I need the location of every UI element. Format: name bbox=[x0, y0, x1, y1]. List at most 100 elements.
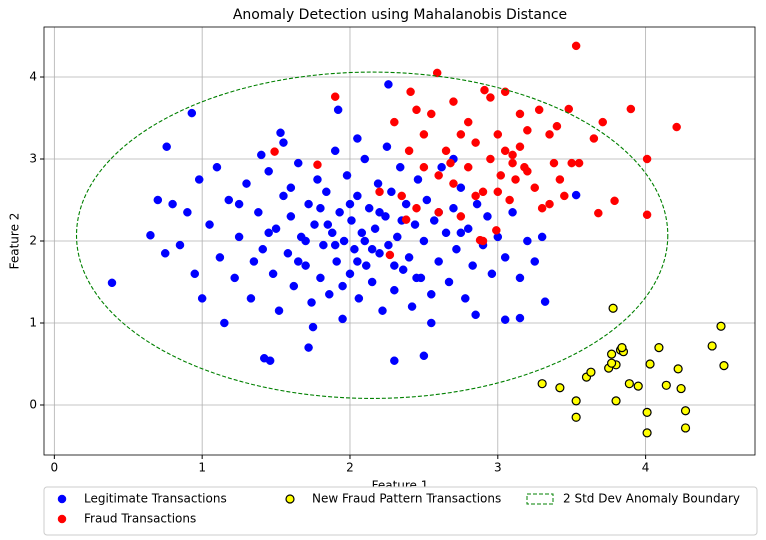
point bbox=[680, 423, 691, 433]
point bbox=[197, 294, 207, 303]
point bbox=[410, 220, 420, 229]
point bbox=[404, 146, 414, 156]
point bbox=[412, 203, 421, 213]
point bbox=[283, 249, 293, 258]
legend-marker bbox=[57, 494, 67, 504]
point bbox=[333, 105, 343, 115]
point bbox=[373, 179, 383, 188]
point bbox=[642, 154, 652, 164]
point bbox=[316, 273, 325, 283]
point bbox=[304, 343, 313, 352]
point bbox=[444, 277, 454, 287]
point bbox=[360, 154, 370, 164]
point bbox=[571, 41, 581, 51]
point bbox=[367, 244, 377, 254]
point bbox=[387, 187, 396, 197]
point bbox=[390, 285, 399, 295]
point bbox=[571, 190, 581, 200]
point bbox=[258, 244, 268, 254]
point bbox=[367, 277, 377, 287]
point bbox=[530, 257, 540, 266]
x-tick-label: 0 bbox=[51, 461, 59, 475]
point bbox=[307, 298, 316, 307]
point bbox=[432, 68, 442, 78]
point bbox=[672, 122, 681, 132]
point bbox=[427, 318, 436, 328]
point bbox=[456, 228, 466, 238]
x-tick-label: 1 bbox=[198, 461, 206, 475]
point bbox=[412, 105, 421, 115]
point bbox=[449, 97, 458, 106]
point bbox=[434, 171, 443, 180]
point bbox=[395, 162, 405, 172]
point bbox=[325, 290, 334, 299]
legend-marker bbox=[526, 493, 554, 505]
point bbox=[500, 315, 510, 324]
point bbox=[571, 412, 581, 422]
point bbox=[472, 199, 482, 209]
point bbox=[471, 191, 480, 201]
point bbox=[571, 396, 581, 406]
point bbox=[515, 313, 525, 323]
point bbox=[264, 228, 273, 238]
point bbox=[404, 253, 414, 262]
point bbox=[534, 105, 544, 115]
point bbox=[242, 179, 251, 188]
point bbox=[661, 380, 671, 390]
legend-label: 2 Std Dev Anomaly Boundary bbox=[563, 492, 740, 506]
point bbox=[249, 257, 259, 266]
point bbox=[330, 240, 340, 250]
point bbox=[537, 232, 547, 242]
point bbox=[480, 85, 489, 95]
point bbox=[375, 208, 384, 217]
point bbox=[401, 199, 411, 209]
point bbox=[107, 278, 117, 288]
point bbox=[673, 364, 683, 374]
point bbox=[478, 236, 488, 246]
point bbox=[293, 158, 303, 168]
point bbox=[626, 104, 636, 114]
point bbox=[545, 130, 554, 139]
point bbox=[508, 150, 517, 160]
point bbox=[212, 162, 222, 172]
point bbox=[354, 294, 364, 303]
point bbox=[224, 195, 234, 205]
point bbox=[384, 80, 393, 89]
point bbox=[406, 87, 415, 97]
point bbox=[523, 126, 532, 135]
x-tick-label: 2 bbox=[346, 461, 354, 475]
point bbox=[642, 428, 652, 438]
point bbox=[456, 183, 466, 192]
point bbox=[397, 191, 406, 201]
point bbox=[645, 359, 655, 369]
point bbox=[375, 187, 384, 197]
plot-frame bbox=[43, 26, 756, 456]
point bbox=[407, 302, 417, 311]
point bbox=[342, 171, 352, 180]
point bbox=[505, 195, 514, 205]
point bbox=[607, 349, 617, 359]
point bbox=[589, 134, 599, 143]
point bbox=[437, 162, 446, 172]
point bbox=[624, 379, 634, 389]
point bbox=[471, 138, 480, 147]
point bbox=[304, 199, 313, 209]
point bbox=[160, 249, 170, 258]
point bbox=[537, 203, 547, 213]
point bbox=[146, 231, 155, 240]
point bbox=[168, 199, 177, 209]
point bbox=[707, 341, 717, 351]
point bbox=[716, 321, 726, 331]
point bbox=[293, 257, 303, 266]
point bbox=[353, 134, 362, 143]
point bbox=[332, 257, 341, 266]
point bbox=[345, 269, 355, 279]
point bbox=[523, 236, 532, 246]
legend-box bbox=[43, 486, 758, 536]
point bbox=[319, 240, 328, 250]
point bbox=[313, 160, 322, 169]
point bbox=[353, 257, 362, 266]
point bbox=[461, 294, 470, 303]
point bbox=[463, 162, 473, 172]
point bbox=[422, 195, 432, 205]
